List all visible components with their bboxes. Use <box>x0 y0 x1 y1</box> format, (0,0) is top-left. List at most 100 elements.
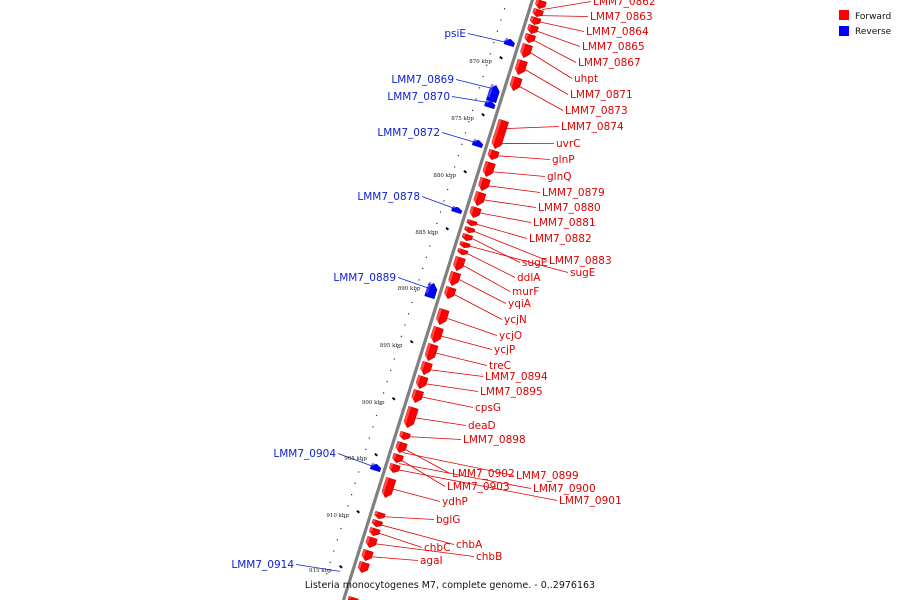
major-tick <box>481 113 485 117</box>
reverse-leader-line <box>295 564 341 572</box>
kbp-tick-label: 880 kbp <box>433 173 456 179</box>
forward-gene-label: LMM7_0873 <box>565 105 628 117</box>
forward-leader-line <box>478 212 532 223</box>
forward-leader-line <box>433 352 488 366</box>
forward-leader-line <box>496 155 551 160</box>
label-leader-lines <box>295 1 592 572</box>
forward-leader-line <box>420 396 474 408</box>
forward-gene-label: glnQ <box>547 171 572 183</box>
forward-leader-line <box>482 199 537 208</box>
reverse-gene-label: LMM7_0878 <box>357 191 420 203</box>
forward-leader-line <box>377 532 423 548</box>
major-tick <box>409 340 414 344</box>
forward-gene-block-26-highlight <box>420 361 426 371</box>
forward-gene-block-12-highlight <box>478 177 484 187</box>
forward-leader-line <box>472 230 548 261</box>
gene-labels: LMM7_0862 LMM7_0863 LMM7_0864 LMM7_0865 LMM7… <box>231 0 655 571</box>
forward-gene-label: yqiA <box>508 298 532 310</box>
forward-gene-label: LMM7_0862 <box>593 0 656 8</box>
forward-gene-label: LMM7_0901 <box>559 495 622 507</box>
kbp-tick-label: 885 kbp <box>415 230 438 236</box>
forward-leader-line <box>461 264 511 292</box>
forward-gene-block-6-highlight <box>519 43 526 54</box>
forward-gene-label: treC <box>489 360 511 372</box>
kbp-tick-label: 915 kbp <box>309 568 332 574</box>
kbp-tick-label: 905 kbp <box>344 456 367 462</box>
forward-leader-line <box>457 278 507 304</box>
forward-leader-line <box>470 237 521 263</box>
forward-gene-block-32-highlight <box>392 453 397 459</box>
reverse-leader-line <box>467 33 507 43</box>
forward-leader-line <box>532 39 577 63</box>
forward-gene-label: chbB <box>476 551 502 563</box>
forward-gene-label: LMM7_0874 <box>561 121 624 133</box>
kbp-tick-label: 910 kbp <box>326 513 349 519</box>
forward-gene-label: ycjP <box>494 344 515 356</box>
forward-leader-line <box>452 293 503 320</box>
major-tick <box>374 453 378 457</box>
forward-gene-label: LMM7_0879 <box>542 187 605 199</box>
legend-forward-swatch <box>839 10 849 20</box>
forward-gene-label: murF <box>512 286 539 298</box>
forward-leader-line <box>490 171 546 177</box>
reverse-gene-block-3-highlight <box>485 99 489 104</box>
kbp-tick-label: 895 kbp <box>380 343 403 349</box>
forward-gene-block-22-highlight <box>444 286 449 295</box>
forward-gene-blocks <box>347 0 547 600</box>
forward-leader-line <box>369 556 419 561</box>
forward-leader-line <box>504 126 560 130</box>
kbp-tick-label: 890 kbp <box>398 286 421 292</box>
forward-gene-label: LMM7_0900 <box>533 483 596 495</box>
forward-gene-block-15-highlight <box>466 219 471 222</box>
forward-gene-block-24-highlight <box>430 326 437 339</box>
forward-gene-block-30-highlight <box>399 431 404 436</box>
forward-gene-block-38-highlight <box>365 536 371 544</box>
forward-gene-block-13-highlight <box>473 191 479 202</box>
forward-gene-label: bglG <box>436 514 460 526</box>
reverse-gene-label: LMM7_0904 <box>273 448 336 460</box>
forward-leader-line <box>397 469 558 501</box>
major-tick <box>445 227 450 231</box>
forward-gene-label: ycjN <box>504 314 527 326</box>
forward-gene-label: glnP <box>552 154 575 166</box>
reverse-gene-label: LMM7_0870 <box>387 91 450 103</box>
major-tick <box>339 565 343 569</box>
legend-reverse-swatch <box>839 26 849 36</box>
forward-leader-line <box>535 30 581 47</box>
genome-backbone <box>341 0 535 600</box>
forward-gene-block-27-highlight <box>415 375 421 385</box>
forward-leader-line <box>439 335 493 350</box>
forward-leader-line <box>403 448 451 474</box>
forward-gene-label: LMM7_0895 <box>480 386 543 398</box>
forward-leader-line <box>528 51 573 79</box>
forward-gene-block-25-highlight <box>424 343 431 357</box>
forward-leader-line <box>486 185 541 193</box>
forward-gene-label: LMM7_0898 <box>463 434 526 446</box>
reverse-gene-block-2-highlight <box>487 83 494 98</box>
forward-gene-block-10-highlight <box>487 149 493 156</box>
reverse-leader-line <box>397 277 430 289</box>
forward-gene-label: LMM7_0880 <box>538 202 601 214</box>
reverse-leader-line <box>421 196 455 209</box>
forward-leader-line <box>467 245 569 273</box>
forward-gene-label: uhpt <box>574 73 598 85</box>
forward-leader-line <box>379 524 455 545</box>
kbp-tick-labels: 870 kbp 875 kbp 880 kbp 885 kbp 890 kbp 895 k… <box>309 59 492 574</box>
forward-gene-block-1-highlight <box>535 0 540 5</box>
forward-gene-block-11-highlight <box>482 161 489 173</box>
forward-gene-block-37-highlight <box>369 527 374 532</box>
forward-gene-block-34-highlight <box>381 477 389 494</box>
forward-gene-block-14-highlight <box>469 206 475 214</box>
forward-gene-label: LMM7_0865 <box>582 41 645 53</box>
kbp-tick-label: 900 kbp <box>362 400 385 406</box>
forward-gene-label: LMM7_0881 <box>533 217 596 229</box>
forward-gene-block-28-highlight <box>411 389 417 399</box>
forward-gene-block-29-highlight <box>403 406 412 424</box>
forward-gene-block-4-highlight <box>527 24 532 30</box>
forward-gene-label: agaI <box>420 555 443 567</box>
forward-gene-label: deaD <box>468 420 496 432</box>
forward-leader-line <box>541 1 592 10</box>
forward-gene-block-5-highlight <box>524 33 529 39</box>
legend-reverse-label: Reverse <box>855 27 892 37</box>
major-tick <box>356 510 360 514</box>
